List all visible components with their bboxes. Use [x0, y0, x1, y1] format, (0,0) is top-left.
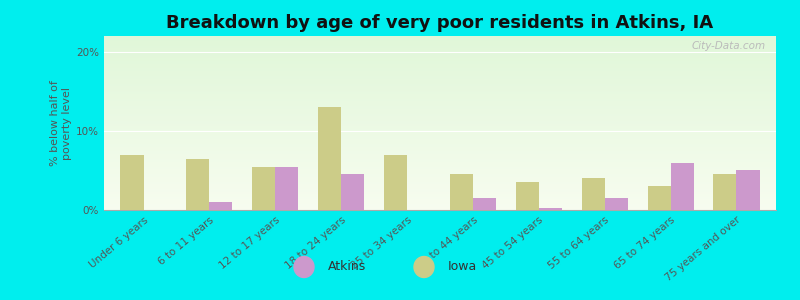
Text: Atkins: Atkins	[328, 260, 366, 274]
Bar	[605, 198, 628, 210]
Bar	[121, 154, 143, 210]
Y-axis label: % below half of
poverty level: % below half of poverty level	[50, 80, 72, 166]
Bar	[473, 198, 496, 210]
Bar	[318, 107, 341, 210]
Bar	[670, 163, 694, 210]
Bar	[252, 167, 275, 210]
Bar	[341, 174, 364, 210]
Bar	[210, 202, 233, 210]
Bar	[582, 178, 605, 210]
Bar	[275, 167, 298, 210]
Text: City-Data.com: City-Data.com	[692, 41, 766, 51]
Bar	[186, 159, 210, 210]
Ellipse shape	[414, 256, 434, 278]
Bar	[516, 182, 539, 210]
Bar	[714, 174, 737, 210]
Title: Breakdown by age of very poor residents in Atkins, IA: Breakdown by age of very poor residents …	[166, 14, 714, 32]
Ellipse shape	[294, 256, 314, 278]
Bar	[539, 208, 562, 210]
Text: Iowa: Iowa	[448, 260, 478, 274]
Bar	[384, 154, 407, 210]
Bar	[450, 174, 473, 210]
Bar	[647, 186, 670, 210]
Bar	[737, 170, 759, 210]
